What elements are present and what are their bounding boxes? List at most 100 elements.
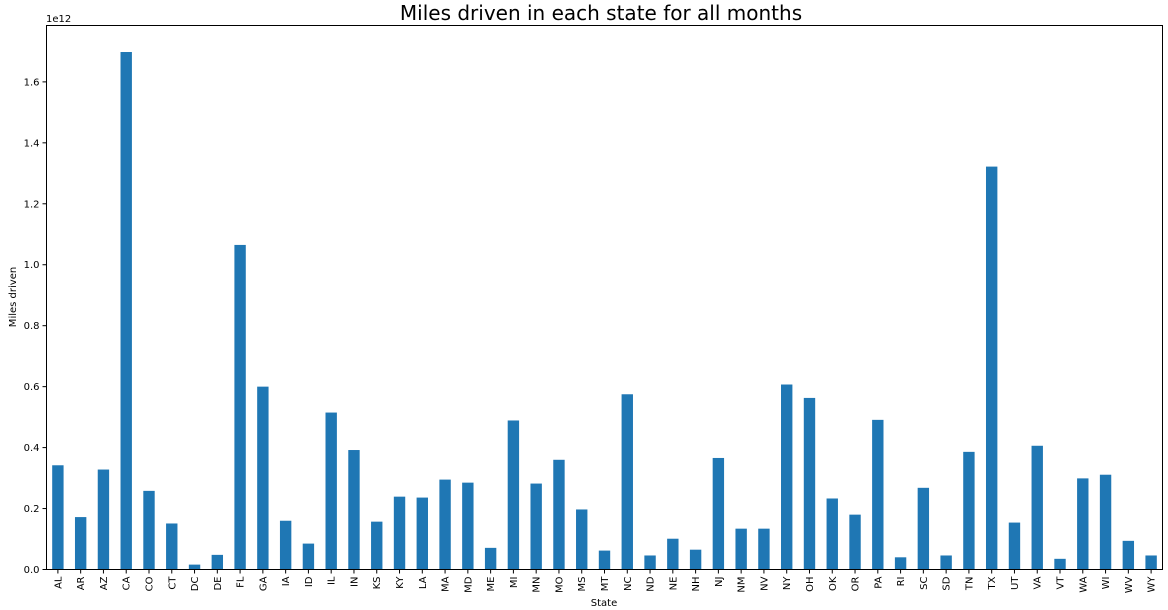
- bar-co: [143, 490, 155, 570]
- x-tick-label-ga: GA: [258, 576, 269, 591]
- x-tick-label-wv: WV: [1124, 576, 1135, 593]
- bar-nh: [689, 549, 702, 570]
- x-tick-label-il: IL: [327, 576, 338, 585]
- x-tick-label-mn: MN: [532, 577, 543, 593]
- x-tick-label-wi: WI: [1101, 577, 1112, 590]
- x-tick-label-in: IN: [349, 577, 360, 587]
- bar-nm: [735, 528, 747, 570]
- bar-nc: [621, 394, 633, 570]
- bar-ut: [1008, 522, 1021, 570]
- bar-ia: [279, 520, 292, 570]
- bar-al: [52, 465, 64, 570]
- bar-wv: [1122, 540, 1135, 570]
- x-tick-label-ky: KY: [395, 576, 406, 589]
- bar-tn: [963, 451, 975, 570]
- x-tick-label-ia: IA: [281, 576, 292, 586]
- y-tick-label: 0.8: [24, 321, 40, 332]
- y-axis-ticks: 0.0 0.2 0.4 0.6 0.8 1.0 1.2 1.4 1.6: [24, 77, 47, 576]
- x-tick-label-fl: FL: [236, 576, 247, 588]
- x-tick-label-nm: NM: [737, 577, 748, 593]
- bar-dc: [188, 564, 201, 570]
- bar-ne: [667, 538, 679, 570]
- plot-frame: [46, 25, 1163, 570]
- x-tick-label-ma: MA: [441, 576, 452, 592]
- bar-nd: [644, 555, 656, 570]
- x-tick-label-mi: MI: [509, 577, 520, 589]
- bar-tx: [985, 166, 998, 570]
- x-tick-label-az: AZ: [99, 576, 110, 590]
- x-tick-label-mo: MO: [554, 576, 565, 593]
- bar-az: [97, 469, 110, 570]
- x-tick-label-nc: NC: [623, 576, 634, 590]
- bar-in: [348, 450, 360, 570]
- x-tick-label-oh: OH: [805, 577, 816, 592]
- x-tick-label-sd: SD: [942, 576, 953, 590]
- x-tick-label-dc: DC: [190, 576, 201, 591]
- bar-de: [211, 554, 224, 570]
- bar-me: [484, 547, 497, 570]
- x-tick-label-wa: WA: [1078, 576, 1089, 592]
- y-axis-offset-label: 1e12: [46, 14, 71, 25]
- x-tick-label-nj: NJ: [714, 577, 725, 587]
- bar-ky: [393, 496, 406, 570]
- x-tick-label-ut: UT: [1010, 576, 1021, 590]
- x-tick-label-ri: RI: [896, 577, 907, 587]
- bar-ct: [166, 523, 178, 570]
- bar-ar: [74, 517, 87, 570]
- bar-id: [302, 543, 315, 570]
- x-tick-label-nh: NH: [691, 577, 702, 592]
- bar-ga: [257, 386, 269, 570]
- x-tick-label-id: ID: [304, 576, 315, 587]
- x-tick-label-la: LA: [418, 576, 429, 589]
- bar-oh: [803, 397, 816, 570]
- x-axis-ticks: AL AR AZ CA CO CT DC DE FL GA IA ID IL IN KS KY LA MA MD ME…: [53, 569, 1158, 593]
- bar-ok: [826, 498, 838, 570]
- bar-mt: [598, 550, 611, 570]
- bars-layer: [52, 52, 1157, 570]
- bar-mi: [507, 420, 520, 570]
- bar-fl: [234, 244, 246, 570]
- x-tick-label-mt: MT: [600, 576, 611, 592]
- bar-ks: [371, 521, 383, 570]
- y-tick-label: 1.0: [24, 260, 40, 271]
- y-tick-label: 0.6: [24, 382, 40, 393]
- y-axis-label: Miles driven: [8, 267, 19, 327]
- x-tick-label-ok: OK: [828, 576, 839, 591]
- bar-or: [849, 514, 861, 570]
- x-tick-label-ms: MS: [577, 577, 588, 592]
- x-tick-label-ct: CT: [167, 576, 178, 590]
- y-tick-label: 1.4: [24, 138, 40, 149]
- x-tick-label-ks: KS: [372, 577, 383, 590]
- x-tick-label-co: CO: [144, 576, 155, 591]
- x-tick-label-me: ME: [486, 577, 497, 592]
- bar-ms: [576, 509, 588, 570]
- x-tick-label-va: VA: [1033, 576, 1044, 589]
- bar-vt: [1054, 558, 1066, 570]
- bar-wa: [1077, 478, 1089, 570]
- bar-wy: [1145, 555, 1157, 570]
- x-tick-label-ny: NY: [782, 576, 793, 590]
- bar-ny: [781, 384, 793, 570]
- bar-sc: [917, 487, 930, 570]
- x-tick-label-pa: PA: [873, 576, 884, 588]
- x-tick-label-or: OR: [851, 576, 862, 591]
- bar-wi: [1099, 474, 1112, 570]
- x-axis-label: State: [591, 598, 617, 609]
- bar-nv: [758, 528, 770, 570]
- bar-ma: [439, 479, 451, 570]
- bar-nj: [712, 457, 725, 570]
- x-tick-label-al: AL: [53, 576, 64, 589]
- bar-ca: [120, 52, 132, 570]
- bar-la: [416, 497, 428, 570]
- x-tick-label-sc: SC: [919, 576, 930, 589]
- x-tick-label-de: DE: [213, 577, 224, 591]
- bar-il: [325, 412, 337, 570]
- bar-ri: [894, 557, 907, 570]
- x-tick-label-tx: TX: [987, 576, 998, 590]
- chart-title: Miles driven in each state for all month…: [400, 1, 802, 25]
- y-tick-label: 0.4: [24, 443, 40, 454]
- bar-va: [1031, 445, 1043, 570]
- x-tick-label-md: MD: [463, 576, 474, 593]
- x-tick-label-nv: NV: [759, 576, 770, 590]
- y-tick-label: 1.2: [24, 199, 40, 210]
